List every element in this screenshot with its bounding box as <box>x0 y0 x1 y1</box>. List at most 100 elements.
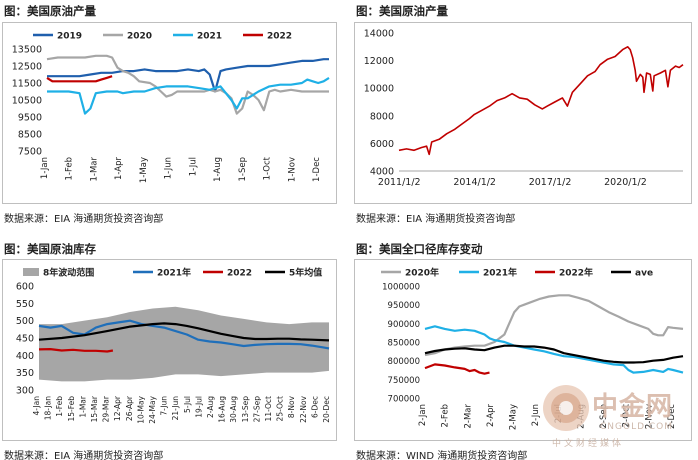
x-tick-label: 2-Mar <box>463 403 473 428</box>
chart-frame: 700000 750000 800000 850000 900000 950000 1000… <box>354 259 692 441</box>
x-tick-label: 1-Jan <box>40 157 50 179</box>
x-tick-label: 2-Sep <box>599 404 609 429</box>
y-tick-label: 13500 <box>12 45 42 56</box>
x-tick-label: 2-Nov <box>644 404 654 429</box>
y-tick-label: 10000 <box>364 84 394 95</box>
legend-label: 2021 <box>197 32 222 42</box>
series-line-5年均值 <box>38 322 330 342</box>
y-tick-label: 400 <box>16 351 34 362</box>
x-tick-label: 16-Aug <box>218 396 227 423</box>
y-tick-label: 14000 <box>364 29 394 40</box>
y-tick-label: 12500 <box>12 62 42 73</box>
x-tick-label: 2-May <box>509 404 519 430</box>
x-tick-label: 20-Dec <box>322 396 331 423</box>
x-tick-label: 6-Dec <box>310 396 319 418</box>
panel-us-crude-production-seasonal: 图：美国原油产量 7500 8500 9500 10500 11500 12500 1350… <box>0 0 345 225</box>
source-note: 数据来源：EIA 海通期货投资咨询部 <box>356 214 516 225</box>
y-tick-label: 7500 <box>18 147 42 158</box>
y-tick-label: 850000 <box>388 339 420 349</box>
x-tick-label: 1-Apr <box>114 157 124 180</box>
y-tick-label: 450 <box>16 334 34 345</box>
x-tick-label: 8-Nov <box>287 395 296 418</box>
chart-title: 图：美国全口径库存变动 <box>356 242 483 256</box>
y-tick-label: 500 <box>16 316 34 327</box>
x-tick-label: 2-Feb <box>441 404 451 428</box>
series-line-2022年 <box>424 363 490 375</box>
x-tick-label: 5-Jul <box>183 396 192 413</box>
x-tick-label: 4-Jan <box>32 396 41 416</box>
y-tick-label: 8500 <box>18 130 42 141</box>
chart-title: 图：美国原油产量 <box>4 4 96 18</box>
y-tick-label: 800000 <box>388 357 420 367</box>
x-tick-label: 2-Apr <box>486 404 496 427</box>
legend-label: 5年均值 <box>289 267 322 279</box>
legend-label: 2020 <box>127 32 152 42</box>
panel-us-total-inventory-change: 图：美国全口径库存变动 700000 750000 800000 850000 9000… <box>352 236 698 460</box>
chart-title: 图：美国原油产量 <box>356 4 448 18</box>
y-tick-label: 11500 <box>12 79 42 90</box>
x-tick-label: 1-Mar <box>89 156 99 181</box>
series-line-2019 <box>47 58 329 93</box>
chart-frame: 7500 8500 9500 10500 11500 12500 13500 1-Jan 1-F… <box>2 22 337 204</box>
x-tick-label: 24-May <box>148 395 157 423</box>
x-tick-label: 1-Mar <box>78 395 87 418</box>
legend-label: 2022年 <box>559 267 593 279</box>
series-line-2021 <box>47 76 330 115</box>
x-tick-label: 2011/1/2 <box>378 177 421 188</box>
source-note: 数据来源：WIND 海通期货投资咨询部 <box>356 451 528 460</box>
y-tick-label: 8000 <box>370 111 394 122</box>
y-tick-label: 1000000 <box>382 283 420 293</box>
legend-label: 2021年 <box>483 267 517 279</box>
x-tick-label: 1-Oct <box>263 156 273 180</box>
production-history-chart: 4000 6000 8000 10000 12000 14000 2011/1/2 2014/… <box>364 29 684 188</box>
source-note: 数据来源：EIA 海通期货投资咨询部 <box>4 214 164 225</box>
y-tick-label: 600 <box>16 282 34 293</box>
y-tick-label: 12000 <box>364 56 394 67</box>
y-tick-label: 4000 <box>370 167 394 178</box>
y-tick-label: 350 <box>16 368 34 379</box>
legend-label: ave <box>635 269 653 279</box>
legend-label: 2019 <box>57 32 82 42</box>
y-tick-label: 300 <box>16 386 34 397</box>
x-tick-label: 1-Nov <box>287 157 297 182</box>
x-tick-label: 15-Mar <box>90 395 99 422</box>
x-tick-label: 27-Sep <box>252 396 261 423</box>
x-tick-label: 1-Feb <box>55 396 64 417</box>
x-tick-label: 26-Apr <box>125 395 134 421</box>
x-tick-label: 22-Nov <box>299 395 308 422</box>
y-tick-label: 700000 <box>388 395 420 405</box>
y-tick-label: 6000 <box>370 139 394 150</box>
chart-frame: 300 350 400 450 500 550 600 4-Jan 18-Jan 1-Feb 15-… <box>2 259 337 441</box>
x-tick-label: 1-Jun <box>164 157 174 179</box>
x-tick-label: 15-Feb <box>67 396 76 422</box>
x-tick-label: 30-Aug <box>229 396 238 423</box>
x-tick-label: 11-Oct <box>264 396 273 421</box>
chart-title: 图：美国原油库存 <box>4 242 96 256</box>
x-tick-label: 2-Dec <box>667 404 677 429</box>
watermark-name: 中金网 <box>592 392 674 422</box>
x-tick-label: 25-Oct <box>276 396 285 421</box>
series-line-2020年 <box>424 294 684 357</box>
y-tick-label: 950000 <box>388 301 420 311</box>
x-tick-label: 2-Jan <box>418 404 428 426</box>
watermark-url: CNGOLD.COM <box>600 422 674 432</box>
y-tick-label: 750000 <box>388 376 420 386</box>
legend-label: 2020年 <box>405 267 439 279</box>
y-tick-label: 550 <box>16 299 34 310</box>
x-tick-label: 7-Jun <box>160 396 169 416</box>
x-tick-label: 29-Mar <box>102 395 111 422</box>
panel-us-crude-production-history: 图：美国原油产量 4000 6000 8000 10000 12000 14000 2011… <box>352 0 698 225</box>
x-tick-label: 2-Oct <box>622 403 632 427</box>
production-seasonal-chart: 7500 8500 9500 10500 11500 12500 13500 1-Jan 1-F… <box>12 32 330 183</box>
source-note: 数据来源：EIA 海通期货投资咨询部 <box>4 451 164 460</box>
series-line-2021年 <box>38 319 330 350</box>
x-tick-label: 19-Jul <box>194 396 203 418</box>
series-line-周度产量 <box>398 45 684 156</box>
y-tick-label: 10500 <box>12 96 42 107</box>
x-tick-label: 1-Sep <box>238 157 248 182</box>
y-tick-label: 900000 <box>388 320 420 330</box>
y-tick-label: 9500 <box>18 113 42 124</box>
series-line-2022 <box>46 75 113 83</box>
x-tick-label: 21-Jun <box>171 396 180 421</box>
